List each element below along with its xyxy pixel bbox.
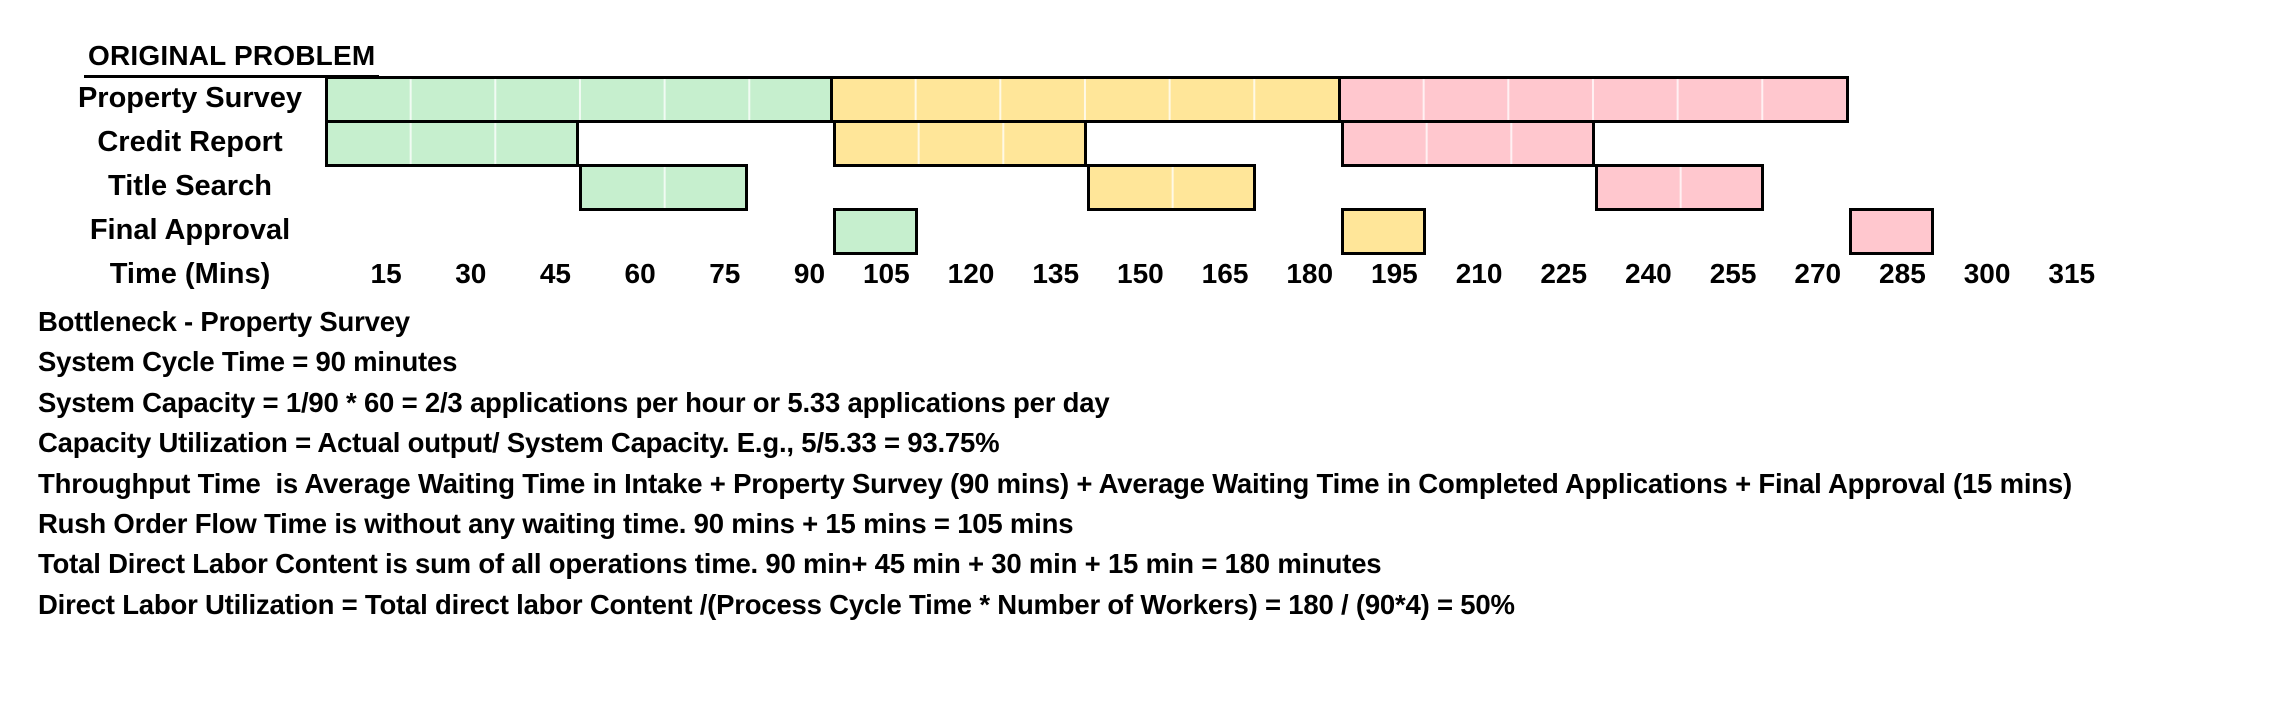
tick-label-225: 225 [1540, 258, 1588, 289]
metrics-notes: Bottleneck - Property Survey System Cycle… [38, 302, 2282, 625]
bar-title-search-green [579, 164, 749, 211]
bar-final-approval-green [833, 208, 918, 255]
bar-property-survey-green [325, 76, 833, 123]
bar-credit-report-pink [1341, 120, 1595, 167]
tick-label-30: 30 [455, 258, 487, 289]
tick-label-240: 240 [1625, 258, 1672, 289]
time-axis-label: Time (Mins) [109, 258, 271, 290]
note-line-7: Total Direct Labor Content is sum of all… [38, 548, 1382, 580]
bar-title-search-yellow [1087, 164, 1257, 211]
note-line-8: Direct Labor Utilization = Total direct … [38, 588, 1515, 620]
bar-title-search-pink [1595, 164, 1765, 211]
tick-label-105: 105 [862, 258, 910, 289]
bar-credit-report-green [325, 120, 579, 167]
note-line-4: Capacity Utilization = Actual output/ Sy… [38, 427, 1000, 459]
time-axis-ticks: 15 30 45 60 75 90 105 120 135 150 165 180 195 210 225 2… [325, 252, 2103, 296]
note-line-3: System Capacity = 1/90 * 60 = 2/3 applic… [38, 386, 1110, 418]
tick-label-15: 15 [370, 258, 402, 289]
tick-label-195: 195 [1371, 258, 1418, 289]
chart-title: ORIGINAL PROBLEM [84, 40, 380, 78]
note-line-1: Bottleneck - Property Survey [38, 306, 410, 337]
tick-label-135: 135 [1032, 258, 1080, 289]
row-label-final-approval: Final Approval [89, 214, 291, 246]
note-line-5: Throughput Time is Average Waiting Time … [38, 467, 2072, 499]
bar-final-approval-pink [1849, 208, 1934, 255]
note-line-6: Rush Order Flow Time is without any wait… [38, 508, 1074, 540]
row-label-property-survey: Property Survey [77, 82, 303, 114]
tick-label-60: 60 [624, 258, 656, 289]
tick-label-270: 270 [1794, 258, 1842, 289]
tick-label-75: 75 [709, 258, 741, 289]
tick-label-210: 210 [1455, 258, 1503, 289]
tick-label-255: 255 [1709, 258, 1757, 289]
tick-label-180: 180 [1286, 258, 1334, 289]
tick-label-150: 150 [1117, 258, 1164, 289]
bar-property-survey-pink [1338, 76, 1849, 123]
tick-label-300: 300 [1963, 258, 2011, 289]
note-line-2: System Cycle Time = 90 minutes [38, 346, 458, 378]
tick-label-315: 315 [2048, 258, 2096, 289]
tick-label-285: 285 [1879, 258, 1926, 289]
tick-label-120: 120 [947, 258, 995, 289]
tick-label-90: 90 [793, 258, 826, 289]
bar-final-approval-yellow [1341, 208, 1426, 255]
tick-label-45: 45 [539, 258, 572, 289]
row-label-title-search: Title Search [108, 170, 272, 202]
bar-property-survey-yellow [830, 76, 1341, 123]
bar-credit-report-yellow [833, 120, 1087, 167]
tick-label-165: 165 [1201, 258, 1249, 289]
row-label-credit-report: Credit Report [97, 126, 283, 158]
